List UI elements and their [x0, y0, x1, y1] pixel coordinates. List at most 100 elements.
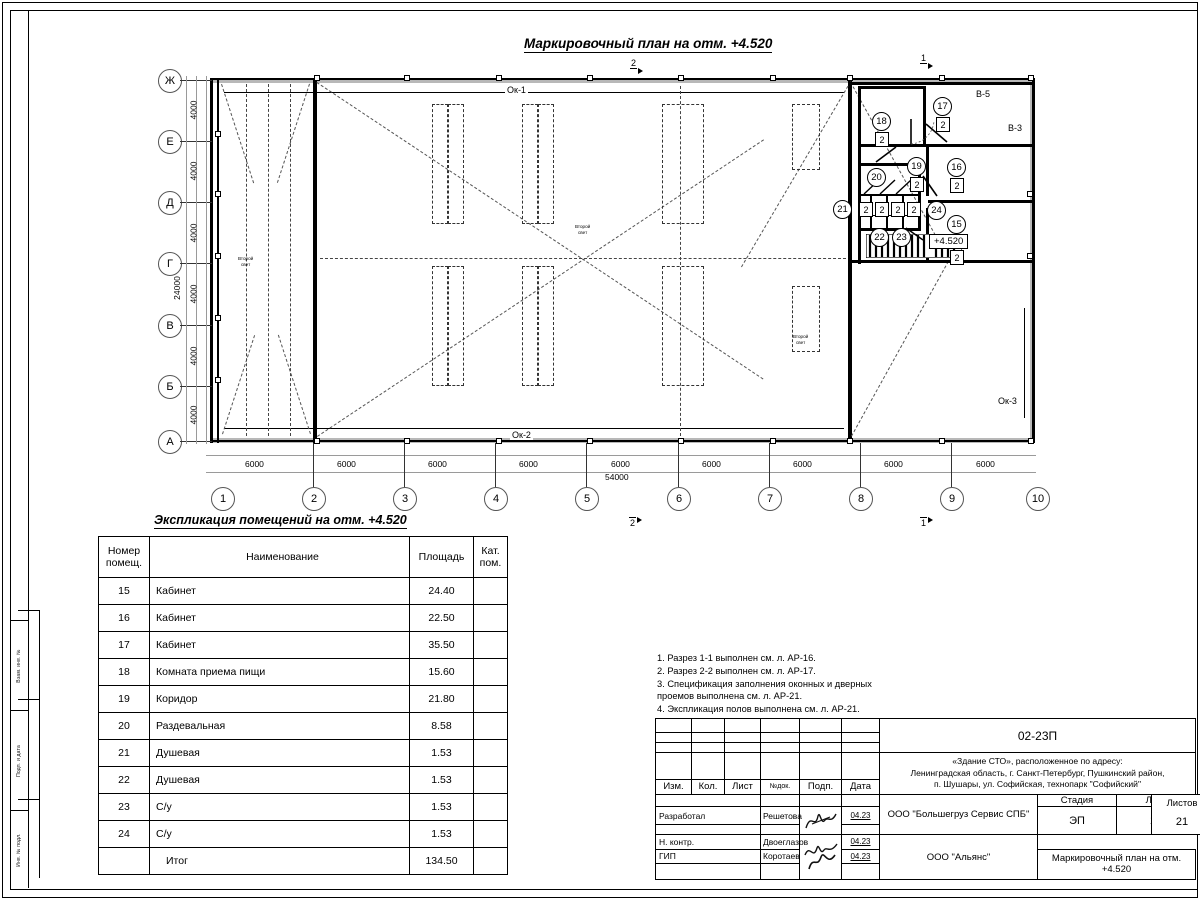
table-row: 15 Кабинет 24.40 [98, 577, 508, 605]
axis-circle-10[interactable]: 10 [1026, 487, 1050, 511]
office-partition-a [858, 86, 926, 89]
rev-cell [841, 717, 880, 734]
designer-company: ООО "Альянс" [879, 834, 1038, 880]
column-node [939, 438, 945, 444]
dim-line-vertical-outer [206, 76, 207, 444]
axis-circle-4[interactable]: 4 [484, 487, 508, 511]
room-category-17: 2 [936, 117, 950, 132]
room-category-21: 2 [859, 202, 873, 217]
office-partition-i [928, 200, 1032, 203]
total-number [98, 847, 150, 875]
column-node [215, 131, 221, 137]
column-node [215, 253, 221, 259]
wall-exterior-north [210, 78, 1035, 81]
room-number: 15 [98, 577, 150, 605]
room-category [473, 658, 508, 686]
rev-cell [655, 793, 761, 808]
dim-vertical-1: 4000 [188, 100, 199, 120]
axis-circle-9[interactable]: 9 [940, 487, 964, 511]
axis-circle-8[interactable]: 8 [849, 487, 873, 511]
rev-cell [691, 732, 725, 744]
rev-cell [655, 717, 692, 734]
room-category-23: 2 [891, 202, 905, 217]
signature-developer [799, 806, 842, 836]
door-swing-icon [905, 227, 924, 241]
axis-circle-5[interactable]: 5 [575, 487, 599, 511]
table-row-total: Итог 134.50 [98, 847, 508, 875]
axis-circle-g[interactable]: Г [158, 252, 182, 276]
room-name: С/у [149, 793, 410, 821]
room-number: 24 [98, 820, 150, 848]
hall-void-box [662, 266, 704, 386]
stamp-col-data: Дата [841, 778, 880, 795]
column-node [1027, 191, 1033, 197]
envelope-top-band [210, 78, 1035, 83]
axis-circle-b[interactable]: Б [158, 375, 182, 399]
room-area: 1.53 [409, 793, 474, 821]
dim-vertical-6: 4000 [188, 405, 199, 425]
explication-title: Экспликация помещений на отм. +4.520 [154, 513, 407, 529]
rev-cell [841, 742, 880, 754]
shower-base-line [858, 215, 920, 217]
axis-circle-3[interactable]: 3 [393, 487, 417, 511]
axis-lead-4 [495, 443, 496, 487]
object-address: «Здание СТО», расположенное по адресу: Л… [879, 752, 1196, 795]
title-block: 02-23П «Здание СТО», расположенное по ад… [655, 717, 1200, 881]
dim-vertical-2: 4000 [188, 161, 199, 181]
room-area: 15.60 [409, 658, 474, 686]
room-area: 1.53 [409, 739, 474, 767]
axis-circle-1[interactable]: 1 [211, 487, 235, 511]
stage-value: ЭП [1037, 806, 1117, 836]
column-node [847, 438, 853, 444]
axis-circle-zh[interactable]: Ж [158, 69, 182, 93]
room-number: 17 [98, 631, 150, 659]
axis-circle-e[interactable]: Е [158, 130, 182, 154]
date-chief-engineer: 04.23 [841, 848, 880, 864]
wall-exterior-south [210, 440, 1035, 443]
office-partition-corridor-west [858, 86, 861, 264]
stamp-col-kol: Кол. [691, 778, 725, 795]
axis-circle-d[interactable]: Д [158, 191, 182, 215]
gost-cell-inv-podl: Инв. № подл. [10, 810, 28, 888]
room-name: Коридор [149, 685, 410, 713]
hall-void-box [538, 266, 554, 386]
room-bubble-20: 20 [867, 168, 886, 187]
column-node [770, 438, 776, 444]
room-bubble-22: 22 [870, 228, 889, 247]
room-area: 35.50 [409, 631, 474, 659]
axis-circle-6[interactable]: 6 [667, 487, 691, 511]
date-inspector: 04.23 [841, 834, 880, 850]
left-bay-diagonal-3 [276, 83, 310, 183]
rev-cell [799, 752, 842, 780]
dim-horizontal-5: 6000 [611, 459, 630, 469]
office-partition-f [858, 228, 920, 231]
column-node [215, 377, 221, 383]
name-inspector: Двоеглазов [760, 834, 808, 850]
hall-void-box [432, 104, 448, 224]
rev-cell [841, 862, 880, 881]
axis-circle-a[interactable]: А [158, 430, 182, 454]
dim-horizontal-total: 54000 [605, 472, 629, 482]
wall-exterior-east [1032, 78, 1035, 443]
axis-lead-7 [769, 443, 770, 487]
door-swing-icon [922, 175, 938, 197]
door-swing-icon [895, 179, 912, 195]
room-number: 19 [98, 685, 150, 713]
room-name: Комната приема пищи [149, 658, 410, 686]
axis-circle-v[interactable]: В [158, 314, 182, 338]
room-category-16: 2 [950, 178, 964, 193]
opening-label-ok-3: Ок-3 [998, 396, 1017, 406]
axis-circle-7[interactable]: 7 [758, 487, 782, 511]
date-developer: 04.23 [841, 806, 880, 826]
axis-lead-3 [404, 443, 405, 487]
room-category-15: 2 [950, 250, 964, 265]
axis-circle-2[interactable]: 2 [302, 487, 326, 511]
room-area: 1.53 [409, 766, 474, 794]
room-category-18: 2 [875, 132, 889, 147]
office-partition-e [918, 163, 921, 231]
rev-cell [799, 717, 842, 734]
stamp-col-ndok: №док. [760, 778, 800, 795]
wall-exterior-west [210, 78, 213, 443]
rev-cell [760, 732, 800, 744]
hall-void-box [432, 266, 448, 386]
